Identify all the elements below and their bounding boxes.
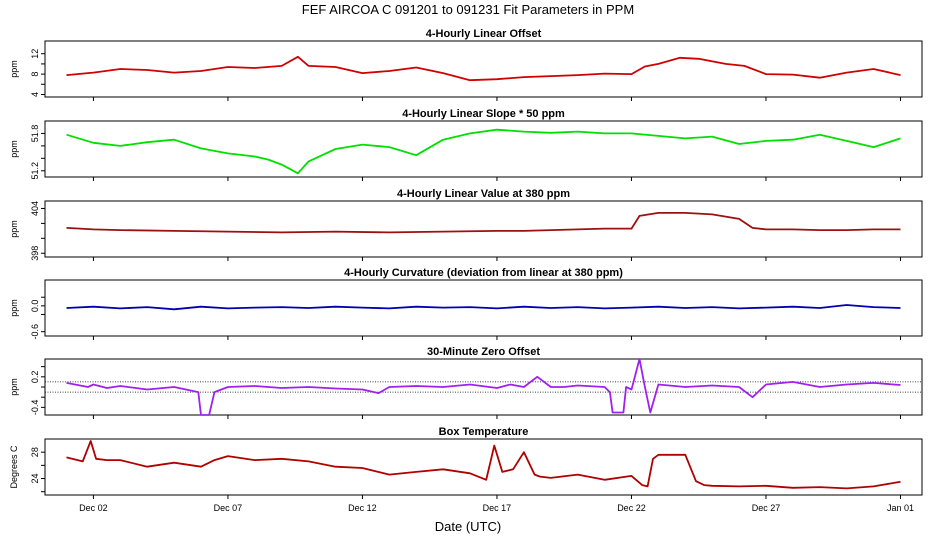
panel-1: 4-Hourly Linear Offset 4 8 12 ppm bbox=[9, 28, 923, 101]
y-tick-label: 8 bbox=[30, 72, 40, 77]
figure-title: FEF AIRCOA C 091201 to 091231 Fit Parame… bbox=[302, 2, 634, 17]
y-axis-label: Degrees C bbox=[9, 445, 19, 489]
panel-title: 4-Hourly Linear Slope * 50 ppm bbox=[402, 108, 565, 120]
x-tick-label: Dec 22 bbox=[617, 503, 646, 513]
y-tick-label: 51.2 bbox=[30, 162, 40, 180]
y-tick-label: 0.2 bbox=[30, 371, 40, 384]
plot-frame bbox=[44, 40, 923, 98]
y-tick-label: 51.8 bbox=[30, 125, 40, 143]
panel-6: Box Temperature 24 28 Degrees C bbox=[9, 426, 923, 499]
plot-frame bbox=[44, 200, 923, 258]
series-line-slope bbox=[66, 128, 901, 175]
panel-4: 4-Hourly Curvature (deviation from linea… bbox=[9, 267, 923, 340]
plot-frame bbox=[44, 279, 923, 337]
series-line-curvature bbox=[66, 304, 901, 311]
x-tick-label: Dec 02 bbox=[79, 503, 108, 513]
panel-title: 4-Hourly Curvature (deviation from linea… bbox=[344, 267, 623, 279]
x-tick-label: Dec 17 bbox=[483, 503, 512, 513]
y-tick-label: 4 bbox=[30, 92, 40, 97]
y-tick-label: 28 bbox=[30, 447, 40, 457]
panel-2: 4-Hourly Linear Slope * 50 ppm 51.2 51.8 pp… bbox=[9, 108, 923, 181]
y-tick-label: 404 bbox=[30, 201, 40, 216]
panel-3: 4-Hourly Linear Value at 380 ppm 398 404 pp… bbox=[9, 188, 923, 261]
y-tick-label: 398 bbox=[30, 246, 40, 261]
y-tick-label: 12 bbox=[30, 49, 40, 59]
y-axis-label: ppm bbox=[9, 220, 19, 238]
panel-title: 30-Minute Zero Offset bbox=[427, 346, 540, 358]
series-line-temperature bbox=[66, 440, 901, 490]
y-axis-label: ppm bbox=[9, 378, 19, 396]
panel-5: 30-Minute Zero Offset -0.4 0.2 ppm bbox=[9, 346, 923, 419]
x-tick-label: Dec 07 bbox=[214, 503, 243, 513]
panel-title: 4-Hourly Linear Offset bbox=[426, 28, 542, 40]
y-axis-label: ppm bbox=[9, 60, 19, 78]
panel-title: 4-Hourly Linear Value at 380 ppm bbox=[397, 188, 570, 200]
y-tick-label: -0.4 bbox=[30, 400, 40, 416]
y-tick-label: 0.0 bbox=[30, 300, 40, 313]
panel-title: Box Temperature bbox=[439, 426, 529, 438]
x-tick-label: Dec 12 bbox=[348, 503, 377, 513]
y-axis-label: ppm bbox=[9, 299, 19, 317]
series-line-offset bbox=[66, 55, 901, 82]
plot-frame bbox=[44, 438, 923, 496]
series-line-value380 bbox=[66, 211, 901, 234]
x-axis-label: Date (UTC) bbox=[435, 519, 501, 534]
y-axis-label: ppm bbox=[9, 140, 19, 158]
y-tick-label: -0.6 bbox=[30, 324, 40, 340]
series-line-zero bbox=[66, 358, 901, 416]
plot-frame bbox=[44, 120, 923, 178]
x-tick-label: Jan 01 bbox=[887, 503, 914, 513]
x-tick-label: Dec 27 bbox=[752, 503, 781, 513]
y-tick-label: 24 bbox=[30, 474, 40, 484]
